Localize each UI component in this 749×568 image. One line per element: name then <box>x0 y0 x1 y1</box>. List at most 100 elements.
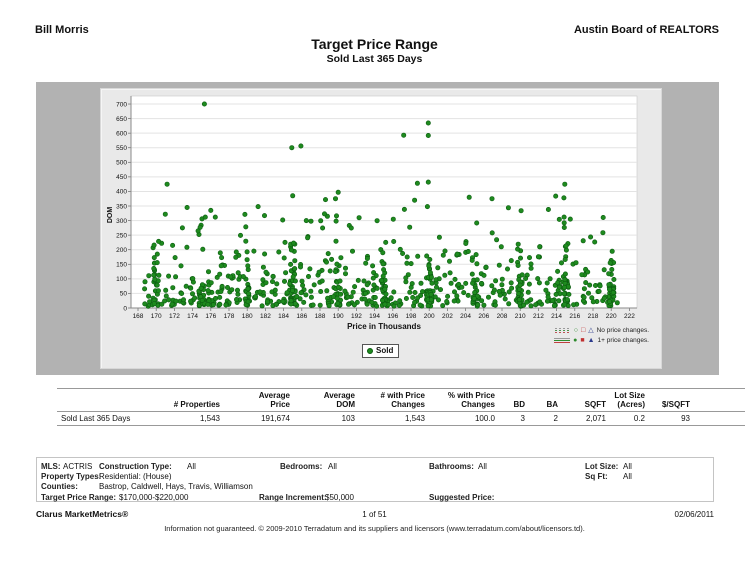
data-point <box>337 278 343 284</box>
criteria-label: Bedrooms: <box>280 462 323 471</box>
data-point <box>547 276 553 282</box>
data-point <box>200 246 206 252</box>
circle-icon: ○ <box>573 326 578 334</box>
data-point <box>371 270 377 276</box>
summary-table: # Properties Average Price Average DOM # wi… <box>57 388 745 426</box>
data-point <box>170 285 176 291</box>
data-point <box>519 272 525 278</box>
data-point <box>371 282 377 288</box>
y-tick-label: 450 <box>116 174 127 181</box>
criteria-value: All <box>478 462 487 471</box>
data-point <box>428 274 434 280</box>
data-point <box>556 298 562 304</box>
data-point <box>260 277 266 283</box>
data-point <box>374 218 380 224</box>
data-point <box>257 289 263 295</box>
data-point <box>448 280 454 286</box>
data-point <box>292 301 298 307</box>
data-point <box>583 280 589 286</box>
data-point <box>414 180 420 186</box>
data-point <box>494 237 500 243</box>
data-point <box>348 225 354 231</box>
data-point <box>562 181 568 187</box>
data-point <box>474 277 480 283</box>
data-point <box>274 281 280 287</box>
data-point <box>545 207 551 213</box>
x-tick-label: 178 <box>224 313 235 320</box>
data-point <box>326 303 332 309</box>
x-tick-label: 204 <box>460 313 471 320</box>
data-point <box>383 239 389 245</box>
data-point <box>391 239 397 245</box>
data-point <box>301 299 307 305</box>
data-point <box>469 271 475 277</box>
data-point <box>245 286 251 292</box>
product-name: Clarus MarketMetrics® <box>36 509 129 519</box>
data-point <box>474 220 480 226</box>
data-point <box>496 262 502 268</box>
data-point <box>556 216 562 222</box>
summary-col-header: Average DOM <box>292 388 357 412</box>
data-point <box>324 259 330 265</box>
data-point <box>263 280 269 286</box>
data-point <box>383 291 389 297</box>
data-point <box>238 232 244 238</box>
data-point <box>255 204 261 210</box>
x-tick-label: 168 <box>133 313 144 320</box>
data-point <box>298 143 304 149</box>
data-point <box>508 280 514 286</box>
summary-col-header: $/SQFT <box>647 388 745 412</box>
data-point <box>573 260 579 266</box>
data-point <box>154 282 160 288</box>
data-point <box>564 297 570 303</box>
data-point <box>451 298 457 304</box>
data-point <box>290 288 296 294</box>
data-point <box>454 293 460 299</box>
data-point <box>493 278 499 284</box>
data-point <box>151 272 157 278</box>
data-point <box>410 295 416 301</box>
data-point <box>427 270 433 276</box>
data-point <box>151 255 157 261</box>
square-icon: ■ <box>580 336 585 344</box>
data-point <box>152 276 158 282</box>
data-point <box>523 276 529 282</box>
data-point <box>562 276 568 282</box>
sold-dot-icon <box>367 347 373 354</box>
data-point <box>334 213 340 219</box>
criteria-row: Counties: Bastrop, Caldwell, Hays, Travis… <box>37 482 713 492</box>
data-point <box>397 298 403 304</box>
data-point <box>259 303 265 309</box>
data-point <box>601 267 607 273</box>
y-tick-label: 400 <box>116 189 127 196</box>
data-point <box>543 287 549 293</box>
data-point <box>229 287 235 293</box>
data-point <box>463 280 469 286</box>
data-point <box>408 284 414 290</box>
data-point <box>351 302 357 308</box>
data-point <box>502 296 508 302</box>
data-point <box>199 297 205 303</box>
data-point <box>561 220 567 226</box>
data-point <box>170 242 176 248</box>
data-point <box>606 282 612 288</box>
data-point <box>245 263 251 269</box>
data-point <box>202 214 208 220</box>
data-point <box>581 294 587 300</box>
summary-cell: 191,674 <box>222 411 292 426</box>
data-point <box>451 289 457 295</box>
y-tick-label: 300 <box>116 218 127 225</box>
data-point <box>288 298 294 304</box>
data-point <box>437 287 443 293</box>
data-point <box>288 247 294 253</box>
data-point <box>533 302 539 308</box>
data-point <box>210 302 216 308</box>
data-point <box>435 297 441 303</box>
data-point <box>151 301 157 307</box>
x-tick-label: 184 <box>278 313 289 320</box>
sold-legend-label: Sold <box>376 346 394 355</box>
data-point <box>169 301 175 307</box>
data-point <box>363 260 369 266</box>
chart-band: 0 50 100 150 200 250 300 350 400 450 500 550 600 650 7… <box>36 82 719 375</box>
data-point <box>403 296 409 302</box>
